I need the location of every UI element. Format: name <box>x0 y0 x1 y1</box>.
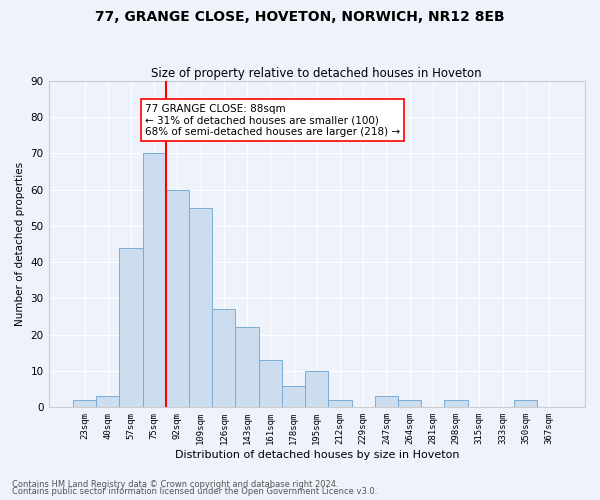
Title: Size of property relative to detached houses in Hoveton: Size of property relative to detached ho… <box>151 66 482 80</box>
Text: 77 GRANGE CLOSE: 88sqm
← 31% of detached houses are smaller (100)
68% of semi-de: 77 GRANGE CLOSE: 88sqm ← 31% of detached… <box>145 104 400 136</box>
Bar <box>445 400 468 407</box>
Bar <box>73 400 96 407</box>
Bar <box>119 248 143 408</box>
Bar <box>328 400 352 407</box>
Bar <box>259 360 282 408</box>
Bar <box>398 400 421 407</box>
Bar <box>166 190 189 408</box>
Bar <box>96 396 119 407</box>
Bar <box>305 371 328 408</box>
Bar <box>143 154 166 408</box>
Text: Contains public sector information licensed under the Open Government Licence v3: Contains public sector information licen… <box>12 487 377 496</box>
Y-axis label: Number of detached properties: Number of detached properties <box>15 162 25 326</box>
Text: 77, GRANGE CLOSE, HOVETON, NORWICH, NR12 8EB: 77, GRANGE CLOSE, HOVETON, NORWICH, NR12… <box>95 10 505 24</box>
Bar <box>235 328 259 407</box>
Bar <box>282 386 305 407</box>
Bar <box>514 400 538 407</box>
Bar <box>375 396 398 407</box>
Bar <box>212 310 235 408</box>
Bar <box>189 208 212 408</box>
Text: Contains HM Land Registry data © Crown copyright and database right 2024.: Contains HM Land Registry data © Crown c… <box>12 480 338 489</box>
X-axis label: Distribution of detached houses by size in Hoveton: Distribution of detached houses by size … <box>175 450 459 460</box>
